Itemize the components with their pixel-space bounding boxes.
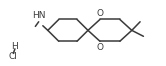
Text: O: O [96, 43, 103, 52]
Text: O: O [96, 9, 103, 18]
Text: Cl: Cl [8, 52, 17, 61]
Text: HN: HN [32, 11, 45, 20]
Text: H: H [12, 42, 18, 51]
